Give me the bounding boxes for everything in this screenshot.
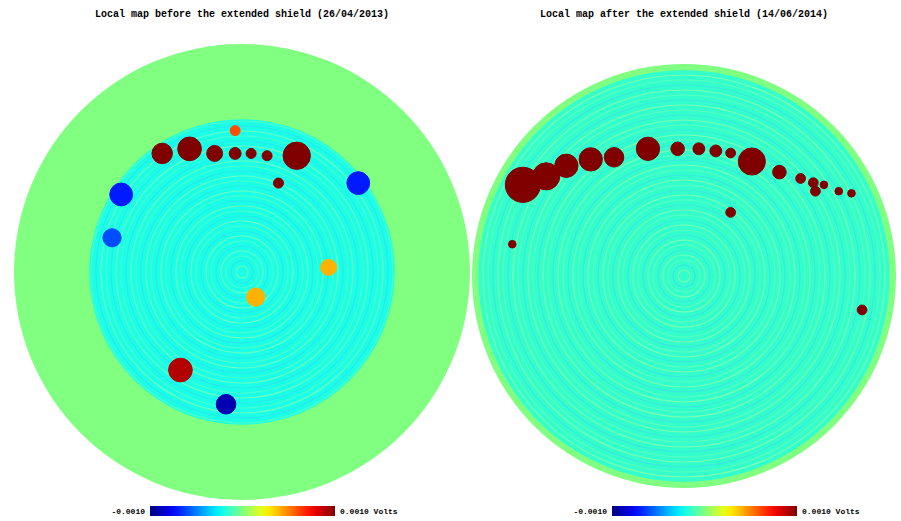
panel: Local map before the extended shield (26… <box>14 9 470 516</box>
map-field <box>89 119 395 425</box>
source <box>671 142 685 156</box>
source <box>216 394 236 414</box>
source <box>796 174 806 184</box>
panel: Local map after the extended shield (14/… <box>472 9 896 516</box>
plot-area <box>478 70 889 481</box>
source <box>726 208 736 218</box>
sky-disk <box>472 64 896 488</box>
sky-disk <box>14 44 470 500</box>
source <box>246 148 256 158</box>
source <box>555 154 578 177</box>
source <box>726 148 736 158</box>
source <box>848 190 856 198</box>
source <box>811 186 821 196</box>
colorbar <box>612 506 797 516</box>
panel-title: Local map after the extended shield (14/… <box>540 9 828 20</box>
source <box>283 142 310 169</box>
colorbar-tick-label: 0.0010 Volts <box>340 507 398 516</box>
source <box>835 187 843 195</box>
source <box>207 145 223 161</box>
source <box>152 143 173 164</box>
source <box>773 165 787 179</box>
source <box>710 145 722 157</box>
panel-title: Local map before the extended shield (26… <box>95 9 389 20</box>
source <box>247 288 265 306</box>
source <box>273 178 283 188</box>
source <box>347 172 370 195</box>
source <box>262 151 272 161</box>
colorbar-tick-label: 0.0010 Volts <box>802 507 860 516</box>
figure: Local map before the extended shield (26… <box>0 0 901 521</box>
map-field <box>478 70 889 481</box>
source <box>229 148 241 160</box>
source <box>103 229 121 247</box>
source <box>693 143 705 155</box>
source <box>738 148 765 175</box>
source <box>857 305 867 315</box>
colorbar <box>150 506 335 516</box>
scan-rings <box>483 75 885 477</box>
source <box>636 137 659 160</box>
source <box>579 148 602 171</box>
source <box>508 240 516 248</box>
source <box>178 137 202 161</box>
source <box>321 259 337 275</box>
source <box>230 126 240 136</box>
colorbar-tick-label: -0.0010 <box>573 507 607 516</box>
source <box>820 181 828 189</box>
source <box>169 358 193 382</box>
plot-area <box>89 119 395 425</box>
scan-rings <box>91 121 393 423</box>
colorbar-tick-label: -0.0010 <box>111 507 145 516</box>
source <box>604 148 624 168</box>
source <box>110 183 133 206</box>
